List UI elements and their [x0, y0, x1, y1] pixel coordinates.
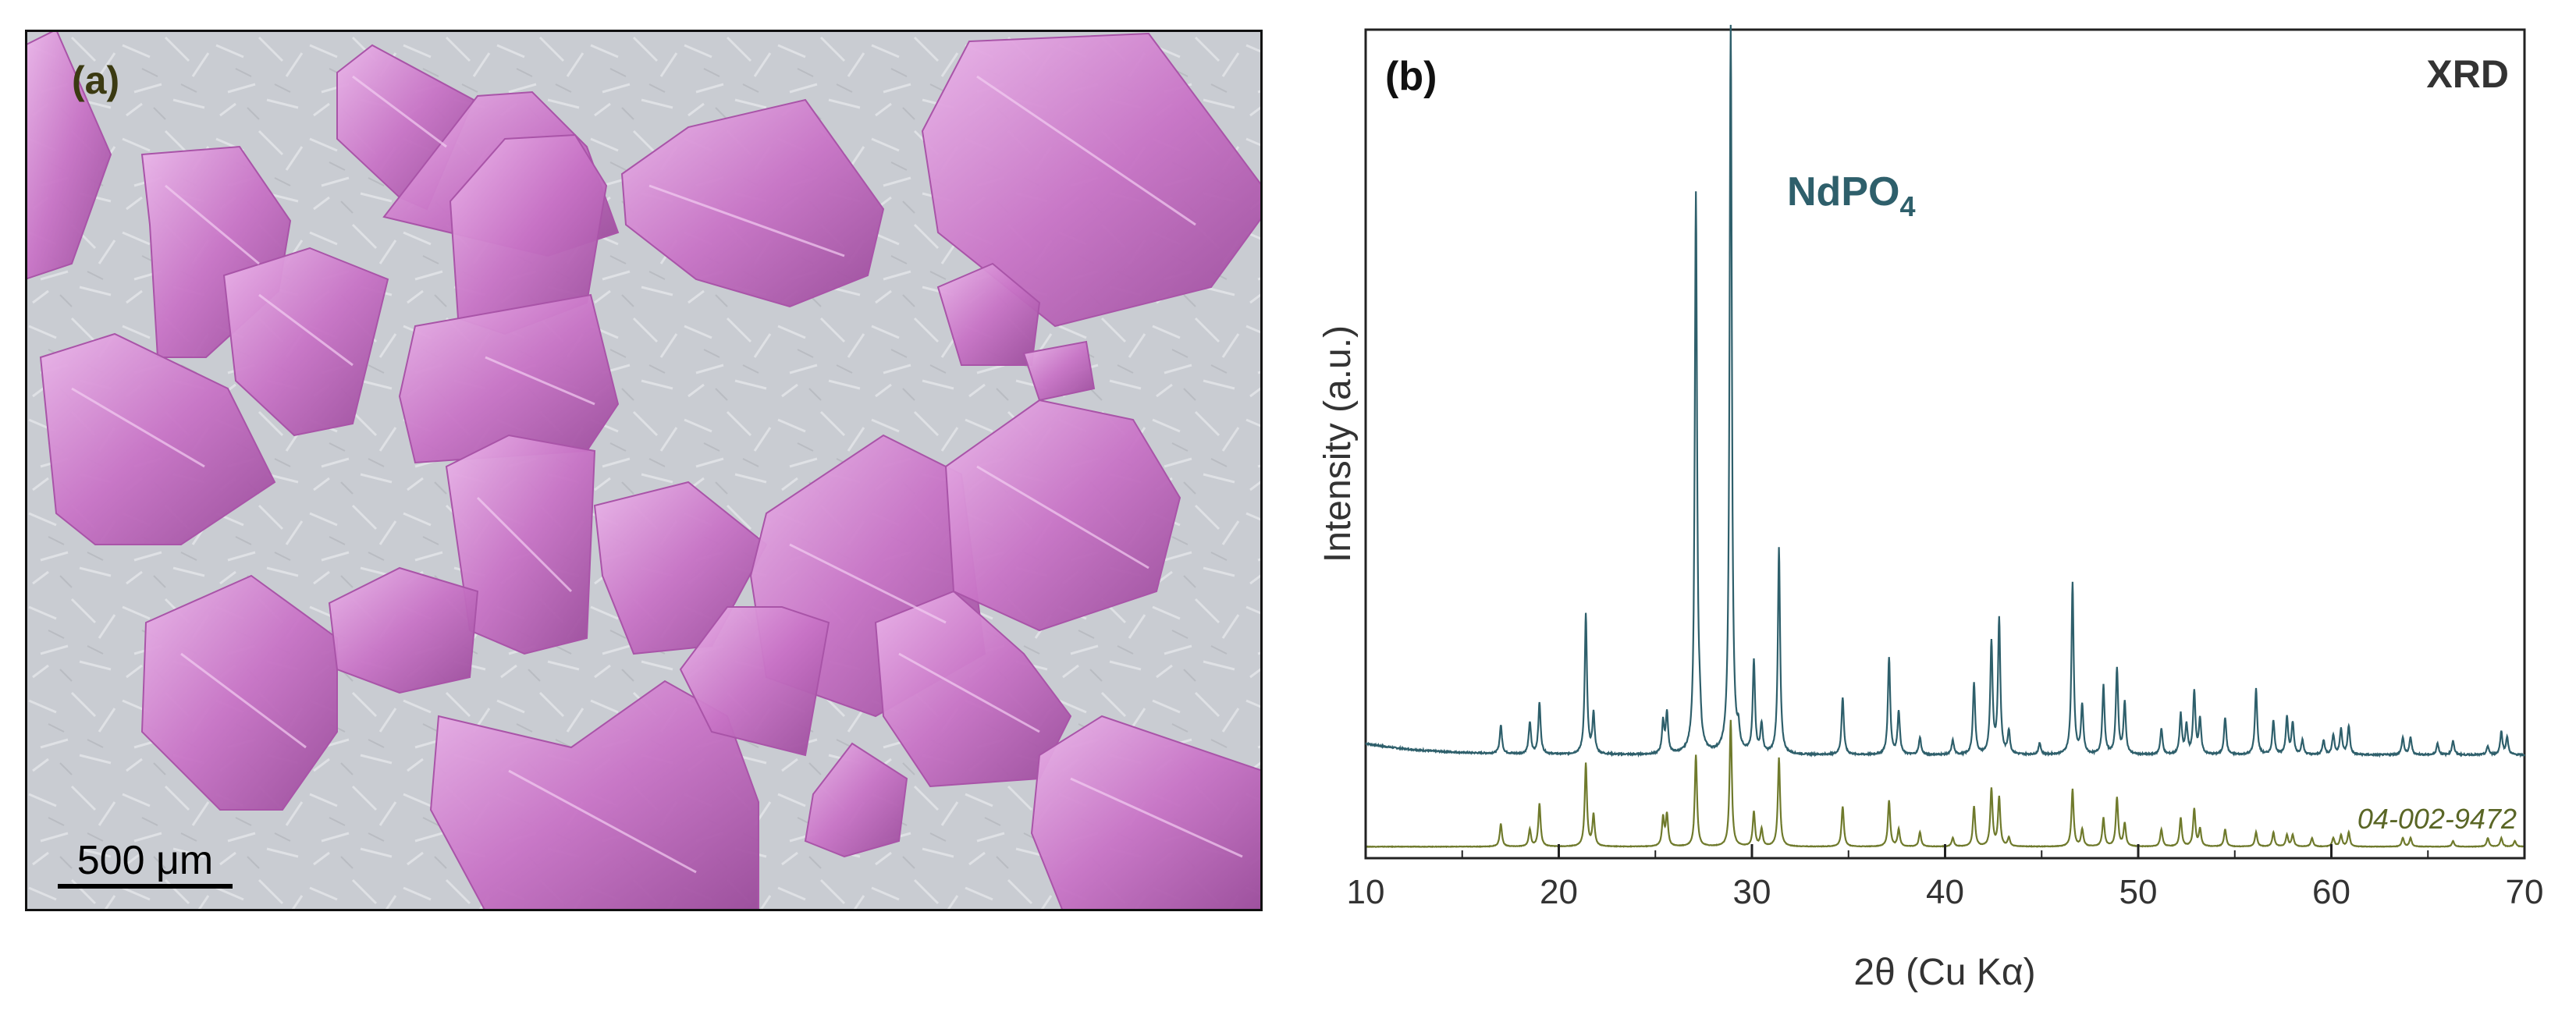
x-axis-ticks: 10 20 30 40 50 60 70	[1347, 844, 2544, 911]
crystal-facet-lines-4	[898, 652, 1243, 858]
crystal-9	[921, 32, 1263, 328]
crystal-15	[936, 262, 1041, 366]
crystal-group	[25, 30, 1263, 911]
sample-label: NdPO4	[1787, 169, 1915, 222]
x-axis-label: 2θ (Cu Kα)	[1853, 952, 2035, 993]
crystal-14	[944, 399, 1181, 632]
crystal-18	[328, 566, 479, 694]
y-axis-label: Intensity (a.u.)	[1317, 325, 1359, 562]
x-tick-label-60: 60	[2312, 873, 2350, 911]
crystal-20	[679, 606, 830, 757]
crystal-facet-lines-3	[180, 465, 1149, 874]
plot-lines	[1365, 24, 2526, 848]
scale-bar-label: 500 μm	[77, 838, 213, 883]
plot-frame	[1364, 28, 2526, 860]
x-tick-label-70: 70	[2506, 873, 2544, 911]
sample-label-main: NdPO	[1787, 169, 1899, 215]
crystal-facet-lines-2	[476, 75, 1196, 593]
crystal-17	[140, 574, 338, 811]
crystal-16	[1022, 340, 1096, 402]
crystal-facet-lines-1	[71, 75, 447, 468]
crystal-19	[429, 680, 759, 911]
x-tick-label-40: 40	[1926, 873, 1964, 911]
sample-label-subscript: 4	[1899, 190, 1915, 222]
crystal-micrograph-panel: (a) 500 μm	[25, 30, 1263, 911]
crystal-4	[222, 247, 389, 437]
micrograph-frame	[25, 30, 1263, 911]
crystal-1	[25, 30, 112, 281]
x-tick-label-50: 50	[2119, 873, 2158, 911]
crystal-8	[620, 98, 885, 308]
series-line-measured	[1365, 24, 2526, 758]
panel-a-label: (a)	[72, 59, 119, 102]
crystal-22	[804, 742, 908, 858]
reference-label: 04-002-9472	[2357, 803, 2517, 835]
x-tick-label-30: 30	[1733, 873, 1771, 911]
x-tick-label-10: 10	[1347, 873, 1385, 911]
panel-b-label: (b)	[1385, 54, 1437, 99]
xrd-chart: 10 20 30 40 50 60 70 (b) XRD NdPO4 04-002-9472…	[1317, 24, 2544, 993]
technique-label: XRD	[2426, 52, 2509, 96]
x-tick-label-20: 20	[1540, 873, 1578, 911]
